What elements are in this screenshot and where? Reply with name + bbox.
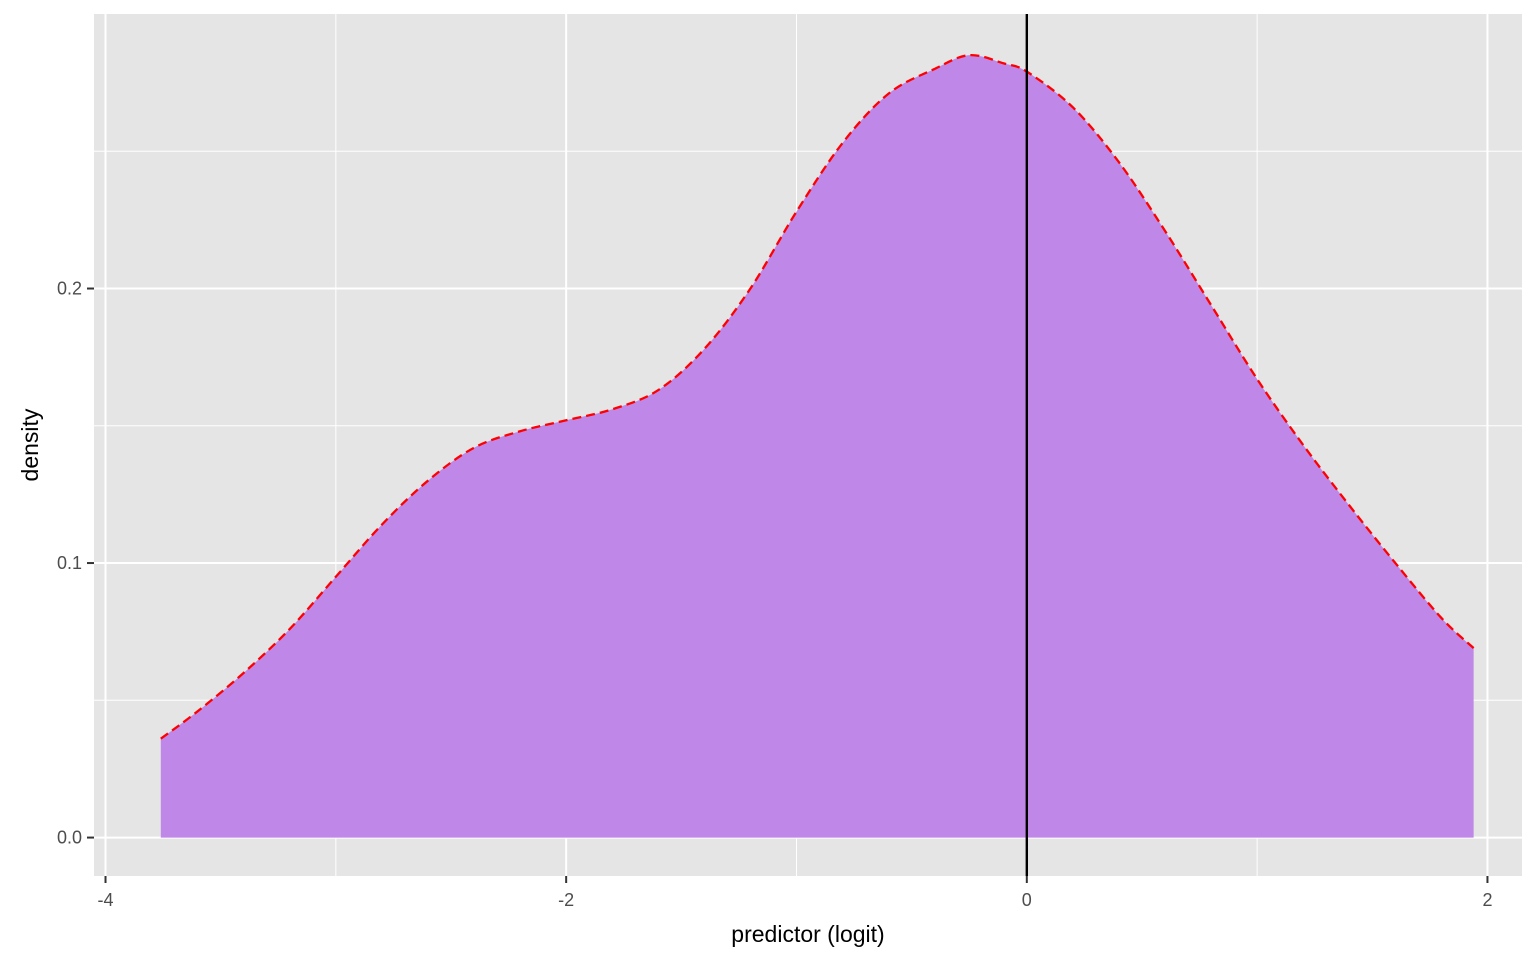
- x-axis-title: predictor (logit): [731, 921, 884, 947]
- y-axis-ticks: 0.0 0.1 0.2: [57, 279, 94, 848]
- density-area: [160, 55, 1474, 838]
- y-axis-title: density: [17, 408, 43, 481]
- x-tick-label: -2: [558, 890, 574, 910]
- y-tick-label: 0.2: [57, 279, 82, 299]
- x-axis-ticks: -4 -2 0 2: [98, 876, 1492, 910]
- y-tick-label: 0.0: [57, 828, 82, 848]
- y-tick-label: 0.1: [57, 553, 82, 573]
- x-tick-label: -4: [98, 890, 114, 910]
- density-curve: [160, 54, 1475, 740]
- x-tick-label: 2: [1482, 890, 1492, 910]
- x-tick-label: 0: [1022, 890, 1032, 910]
